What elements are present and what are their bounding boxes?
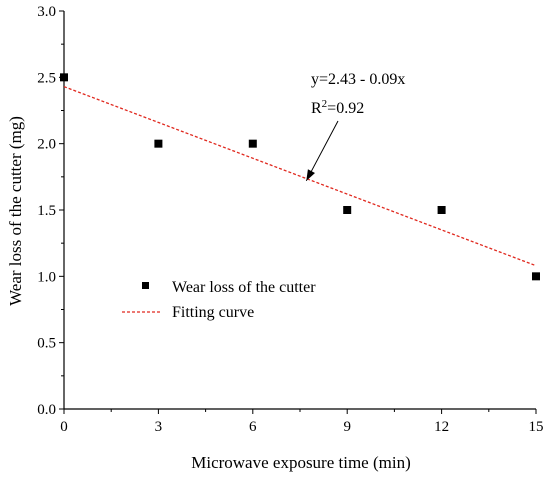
fitting-curve-line (63, 86, 537, 267)
y-tick-label: 0.5 (37, 336, 56, 352)
axes: 0 3 6 9 12 15 0.0 0.5 1.0 1.5 2.0 2.5 3.0 (37, 4, 543, 435)
annotation-arrow (305, 120, 339, 182)
arrow-head (306, 169, 315, 181)
arrow-shaft (305, 120, 339, 182)
x-tick-label: 12 (434, 419, 449, 435)
x-tick-label: 15 (529, 419, 544, 435)
y-tick-label: 3.0 (37, 4, 56, 20)
data-point (532, 272, 540, 281)
legend-label-fitting-curve: Fitting curve (172, 304, 254, 321)
data-point (437, 206, 446, 214)
y-tick-label: 2.5 (37, 70, 56, 86)
y-tick-label: 1.0 (37, 269, 56, 285)
y-tick-label: 2.0 (37, 137, 56, 153)
data-point (343, 206, 352, 214)
r-squared-text: R2=0.92 (311, 98, 364, 117)
legend-label-wear-loss: Wear loss of the cutter (172, 279, 316, 296)
x-tick-label: 3 (155, 419, 163, 435)
y-tick-label: 0.0 (37, 402, 56, 418)
data-point (60, 73, 68, 82)
y-axis-title: Wear loss of the cutter (mg) (6, 116, 25, 306)
x-tick-label: 6 (249, 419, 257, 435)
legend-marker-wear-loss (142, 282, 149, 289)
series-layer (60, 73, 540, 281)
x-axis-title: Microwave exposure time (min) (191, 453, 411, 472)
equation-text: y=2.43 - 0.09x (311, 71, 405, 88)
legend: Wear loss of the cutter Fitting curve (122, 279, 316, 321)
x-tick-label: 0 (60, 419, 68, 435)
x-tick-label: 9 (343, 419, 351, 435)
data-point (154, 139, 163, 148)
data-point (248, 139, 257, 148)
y-tick-label: 1.5 (37, 203, 56, 219)
